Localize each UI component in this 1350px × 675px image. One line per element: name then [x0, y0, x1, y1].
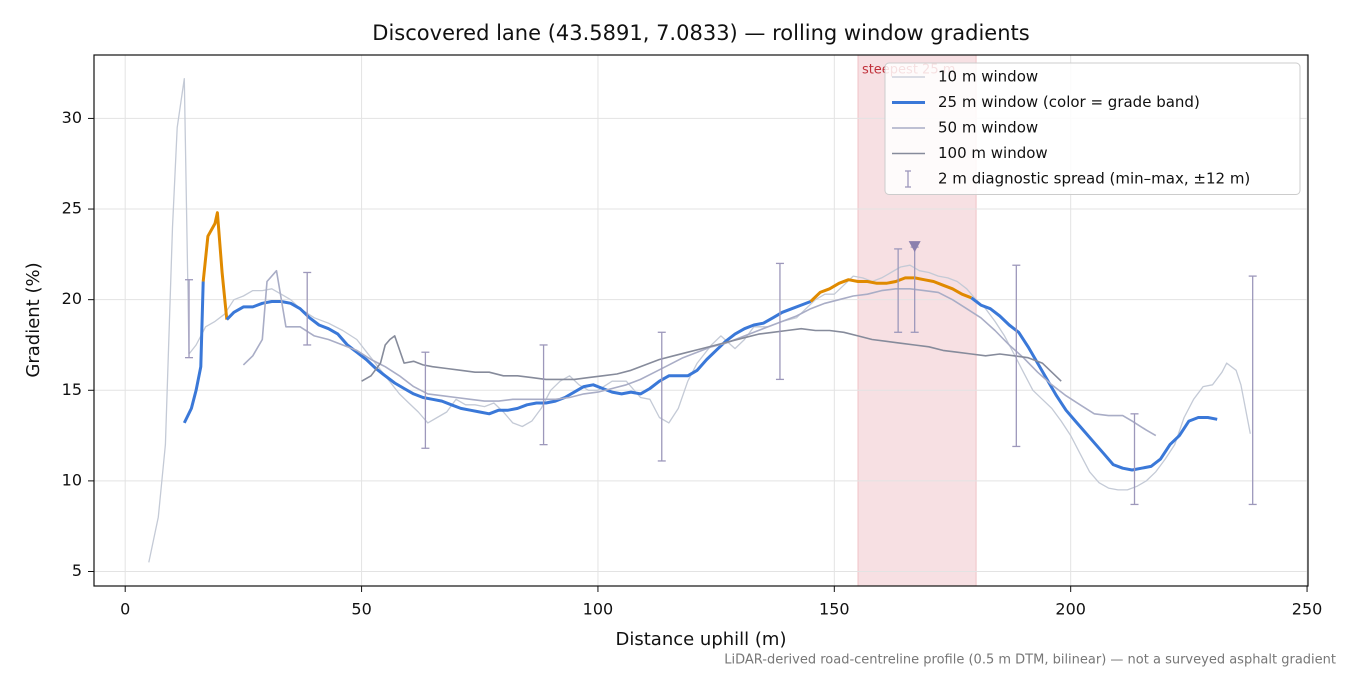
series-line [182, 281, 205, 424]
error-bar [894, 248, 903, 333]
error-bar [303, 271, 312, 346]
error-bar [657, 331, 666, 462]
legend-label: 10 m window [938, 68, 1038, 86]
series-line [361, 327, 1062, 382]
chart-title: Discovered lane (43.5891, 7.0833) — roll… [372, 21, 1029, 45]
y-tick-label: 20 [62, 289, 82, 308]
legend-label: 2 m diagnostic spread (min–max, ±12 m) [938, 170, 1250, 188]
y-tick-label: 25 [62, 199, 82, 218]
legend-label: 50 m window [938, 119, 1038, 137]
series-line [809, 276, 972, 303]
legend-box [884, 62, 1301, 195]
series-line [148, 77, 1251, 563]
x-tick-label: 250 [1292, 600, 1323, 619]
series-line [970, 296, 1218, 472]
x-tick-label: 0 [120, 600, 130, 619]
error-bar [1248, 275, 1257, 506]
series-line [242, 269, 1157, 437]
y-tick-label: 30 [62, 108, 82, 127]
legend-label: 100 m window [938, 144, 1048, 162]
legend-label: 25 m window (color = grade band) [938, 93, 1200, 111]
x-axis-label: Distance uphill (m) [616, 629, 787, 650]
y-tick-label: 10 [62, 470, 82, 489]
footnote: LiDAR-derived road-centreline profile (0… [724, 653, 1336, 668]
x-tick-label: 150 [819, 600, 850, 619]
y-tick-label: 15 [62, 380, 82, 399]
axes-frame [93, 54, 1309, 587]
peak-marker [908, 241, 921, 253]
error-bar [185, 279, 194, 359]
error-bar [1012, 264, 1021, 448]
error-bar [1130, 413, 1139, 506]
error-bar [421, 351, 430, 449]
x-tick-label: 200 [1055, 600, 1086, 619]
error-bar [775, 262, 784, 381]
x-tick-label: 100 [583, 600, 614, 619]
y-tick-label: 5 [72, 561, 82, 580]
y-axis-label: Gradient (%) [23, 262, 44, 377]
series-line [201, 211, 229, 320]
series-line [225, 300, 812, 416]
error-bar [539, 344, 548, 446]
x-tick-label: 50 [351, 600, 371, 619]
